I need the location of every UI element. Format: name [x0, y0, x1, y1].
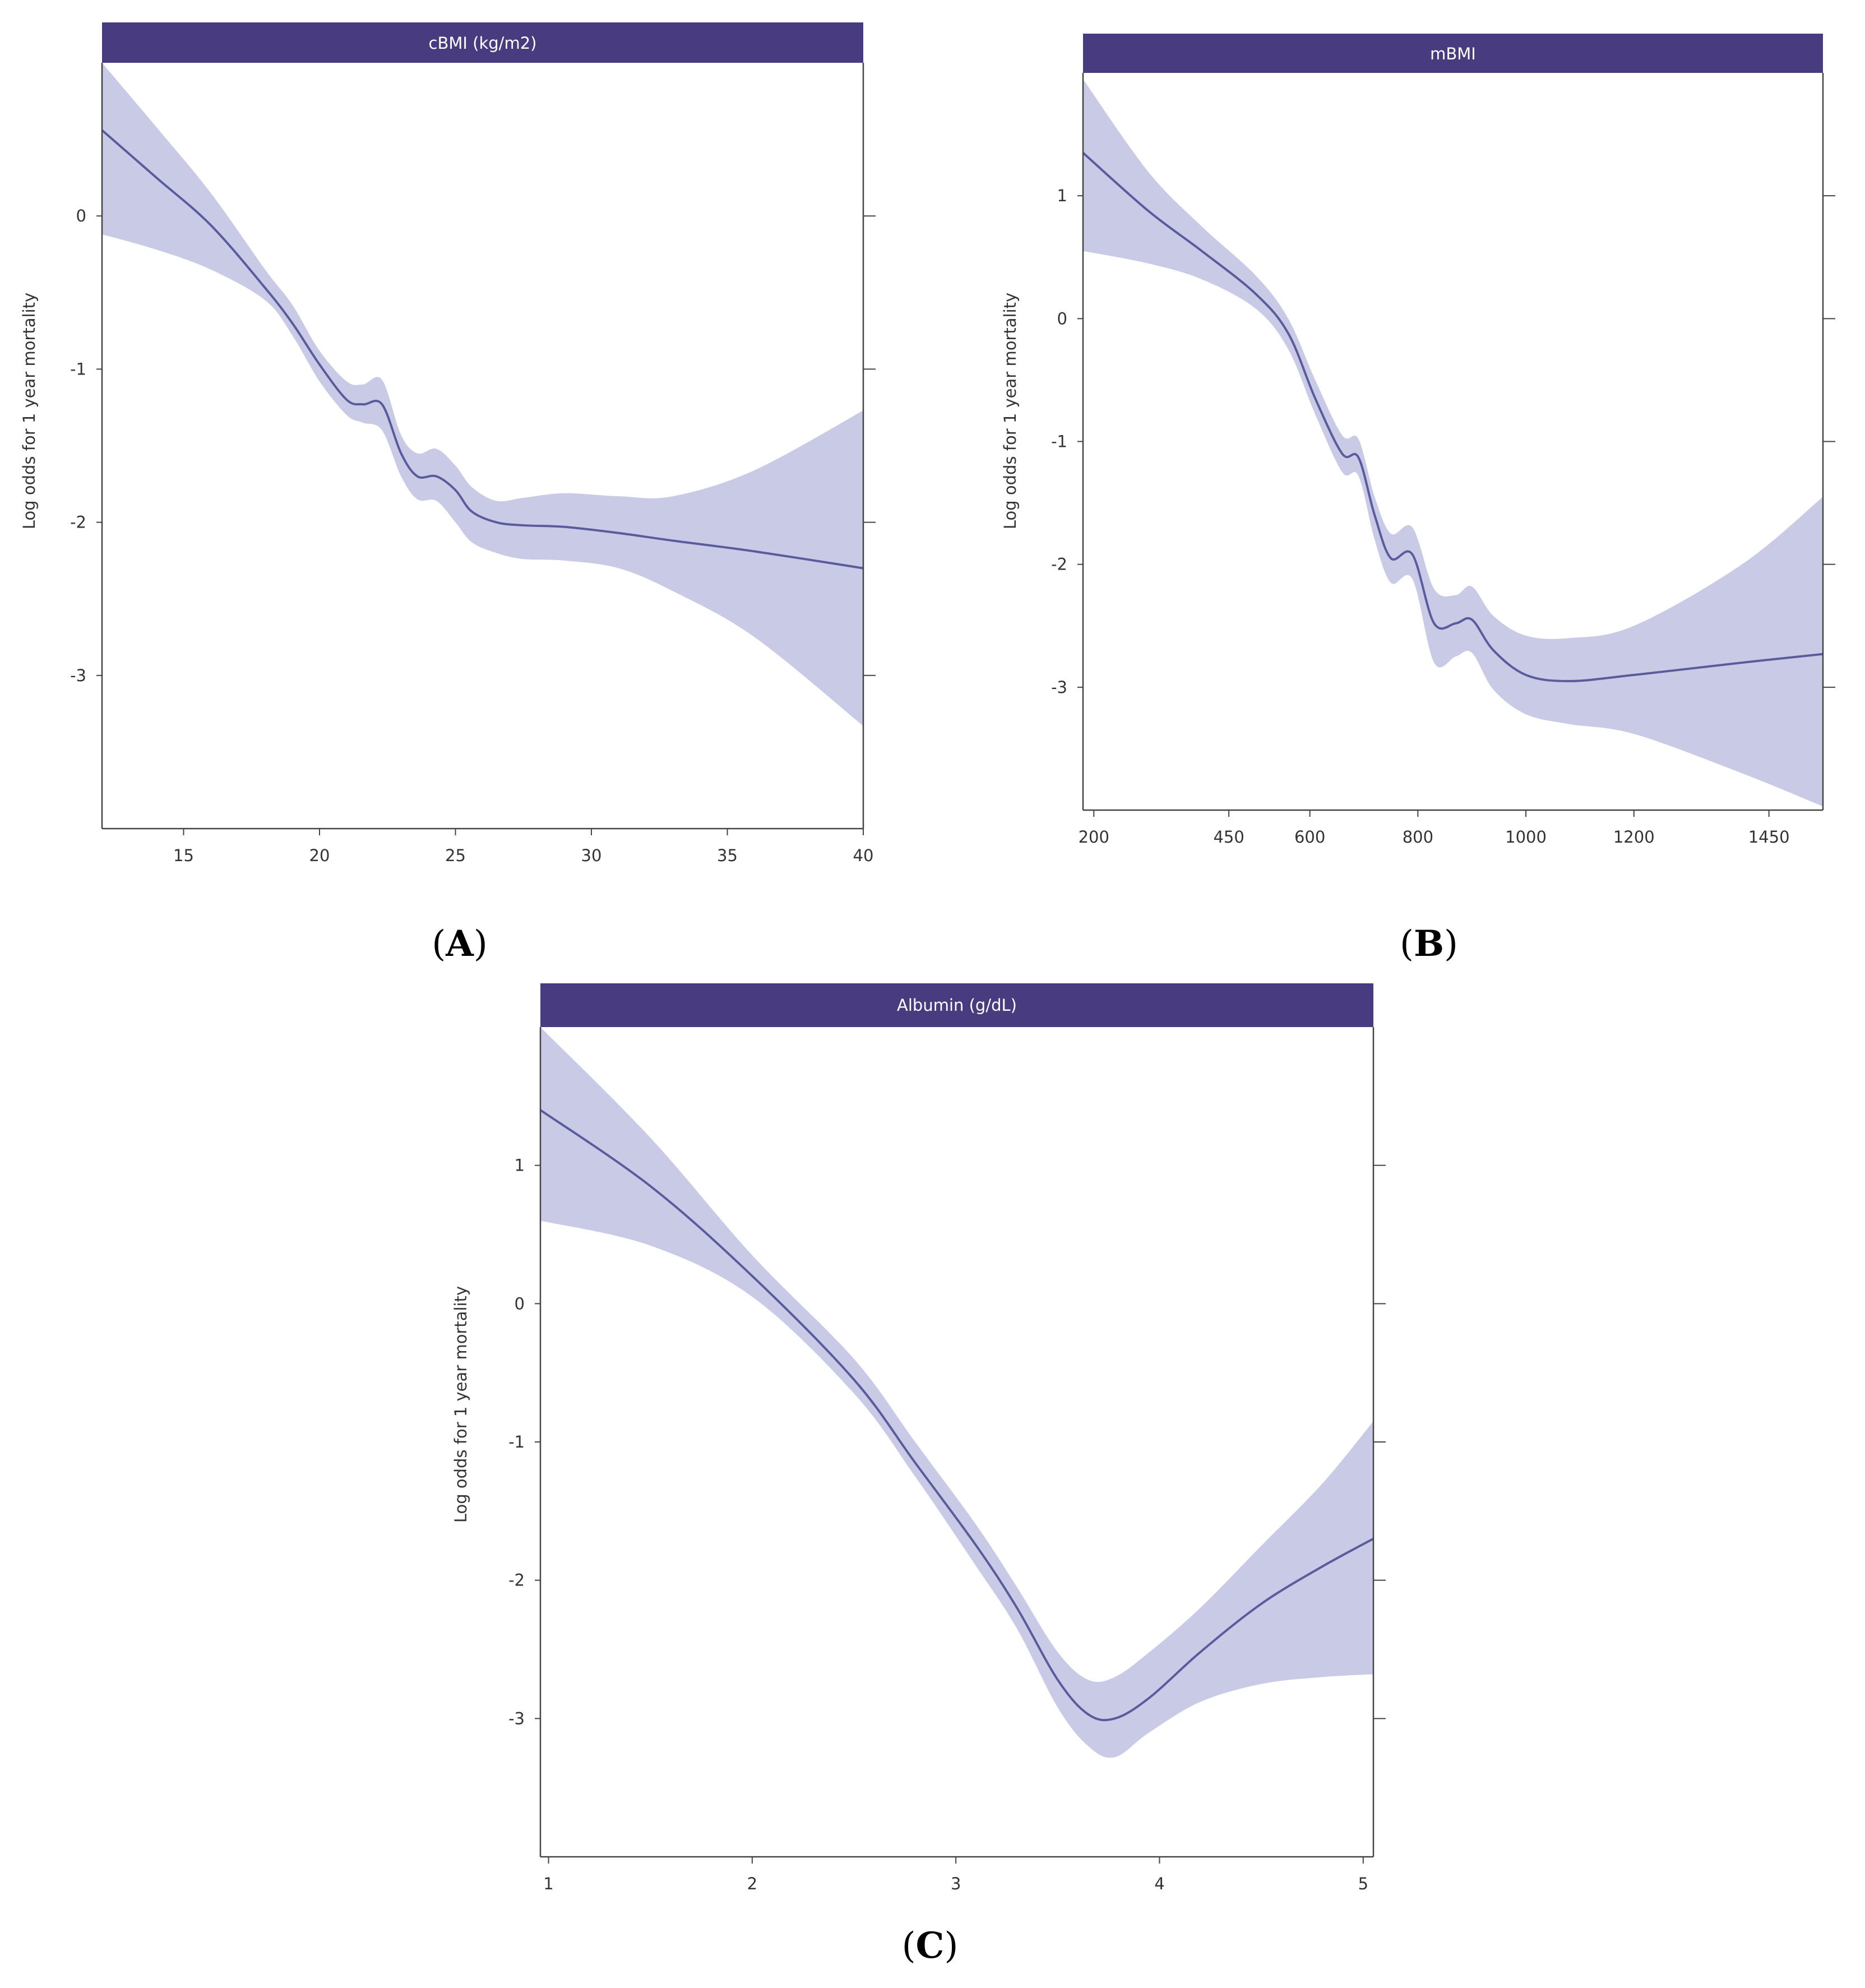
panel-b-title-strip — [1083, 34, 1823, 73]
panel-a-label: (A) — [432, 923, 488, 965]
panel-b-y-axis-label: Log odds for 1 year mortality — [1001, 293, 1020, 529]
panel-b-label: (B) — [1400, 923, 1458, 965]
panel-b-x-tick-label: 200 — [1079, 827, 1109, 847]
panel-a-plot-area: 0 -1 -2 -3 15 20 25 30 35 40 — [70, 63, 876, 865]
panel-c-x-tick-label: 2 — [747, 1874, 757, 1893]
panel-b-x-tick-label: 800 — [1403, 827, 1433, 847]
panel-a-y-tick-label: -2 — [70, 513, 86, 532]
panel-c-x-tick-label: 5 — [1358, 1874, 1368, 1893]
panel-c-y-tick-label: 1 — [515, 1156, 525, 1175]
panel-b-letter: B — [1414, 923, 1444, 965]
panel-a-x-tick-label: 30 — [581, 846, 602, 865]
panel-a-x-tick-label: 20 — [309, 846, 330, 865]
panel-c-x-tick-label: 3 — [951, 1874, 961, 1893]
panel-a-x-tick-label: 15 — [173, 846, 194, 865]
panel-a-x-tick-label: 25 — [445, 846, 466, 865]
panel-c-y-tick-label: -1 — [508, 1432, 525, 1451]
panel-b-plot-area: 1 0 -1 -2 -3 200 450 600 800 1000 1200 1450 — [1051, 73, 1835, 847]
panel-a-chart: cBMI (kg/m2) 0 -1 -2 -3 15 20 25 30 35 40 Log odd… — [20, 22, 876, 965]
panel-c-x-tick-label: 4 — [1154, 1874, 1164, 1893]
panel-b-x-tick-label: 1000 — [1505, 827, 1547, 847]
panel-b-y-tick-label: 0 — [1057, 309, 1067, 328]
panel-c-title-strip — [540, 983, 1373, 1027]
panel-a-title: cBMI (kg/m2) — [429, 34, 537, 53]
panel-b-y-tick-label: -1 — [1051, 432, 1067, 451]
panel-b-x-tick-label: 600 — [1294, 827, 1325, 847]
panel-c-y-tick-label: -3 — [508, 1709, 525, 1728]
panel-c-x-tick-label: 1 — [543, 1874, 553, 1893]
panel-b-y-tick-label: -3 — [1051, 678, 1067, 697]
panel-b-x-tick-label: 1200 — [1613, 827, 1655, 847]
panel-b-confidence-band — [1083, 78, 1823, 807]
panel-c-y-tick-label: 0 — [515, 1294, 525, 1313]
panel-c-label: (C) — [902, 1925, 959, 1967]
panel-a-y-axis-label: Log odds for 1 year mortality — [20, 293, 39, 529]
panel-b-x-tick-label: 1450 — [1748, 827, 1790, 847]
panel-a-fit-line — [101, 129, 864, 570]
panel-b-fit-line — [1082, 151, 1824, 682]
panel-c-y-axis-label: Log odds for 1 year mortality — [451, 1286, 470, 1523]
panel-a-y-tick-label: -1 — [70, 359, 86, 378]
panel-a-x-tick-label: 40 — [853, 846, 874, 865]
panel-a-y-tick-label: -3 — [70, 666, 86, 685]
panel-c-fit-line — [539, 1109, 1374, 1722]
panel-b-y-tick-label: 1 — [1057, 186, 1067, 205]
panel-c-plot-area: 1 0 -1 -2 -3 1 2 3 4 5 — [508, 1027, 1386, 1893]
panel-a-x-tick-label: 35 — [717, 846, 738, 865]
panel-a-confidence-band — [102, 63, 863, 726]
panel-c-title: Albumin (g/dL) — [897, 996, 1017, 1015]
panel-b-chart: mBMI 1 0 -1 -2 -3 200 450 600 800 1000 1200 1450 Lo… — [1001, 34, 1835, 965]
panel-c-y-tick-label: -2 — [508, 1571, 525, 1590]
panel-a-letter: A — [445, 923, 474, 965]
panel-c-chart: Albumin (g/dL) 1 0 -1 -2 -3 1 2 3 4 5 Log odds fo… — [451, 983, 1386, 1967]
panel-b-y-tick-label: -2 — [1051, 555, 1067, 574]
panel-a-title-strip — [102, 22, 863, 63]
panel-b-title: mBMI — [1430, 44, 1476, 63]
panel-a-y-tick-label: 0 — [76, 206, 86, 225]
panel-b-x-tick-label: 450 — [1213, 827, 1244, 847]
panel-c-letter: C — [916, 1925, 945, 1967]
